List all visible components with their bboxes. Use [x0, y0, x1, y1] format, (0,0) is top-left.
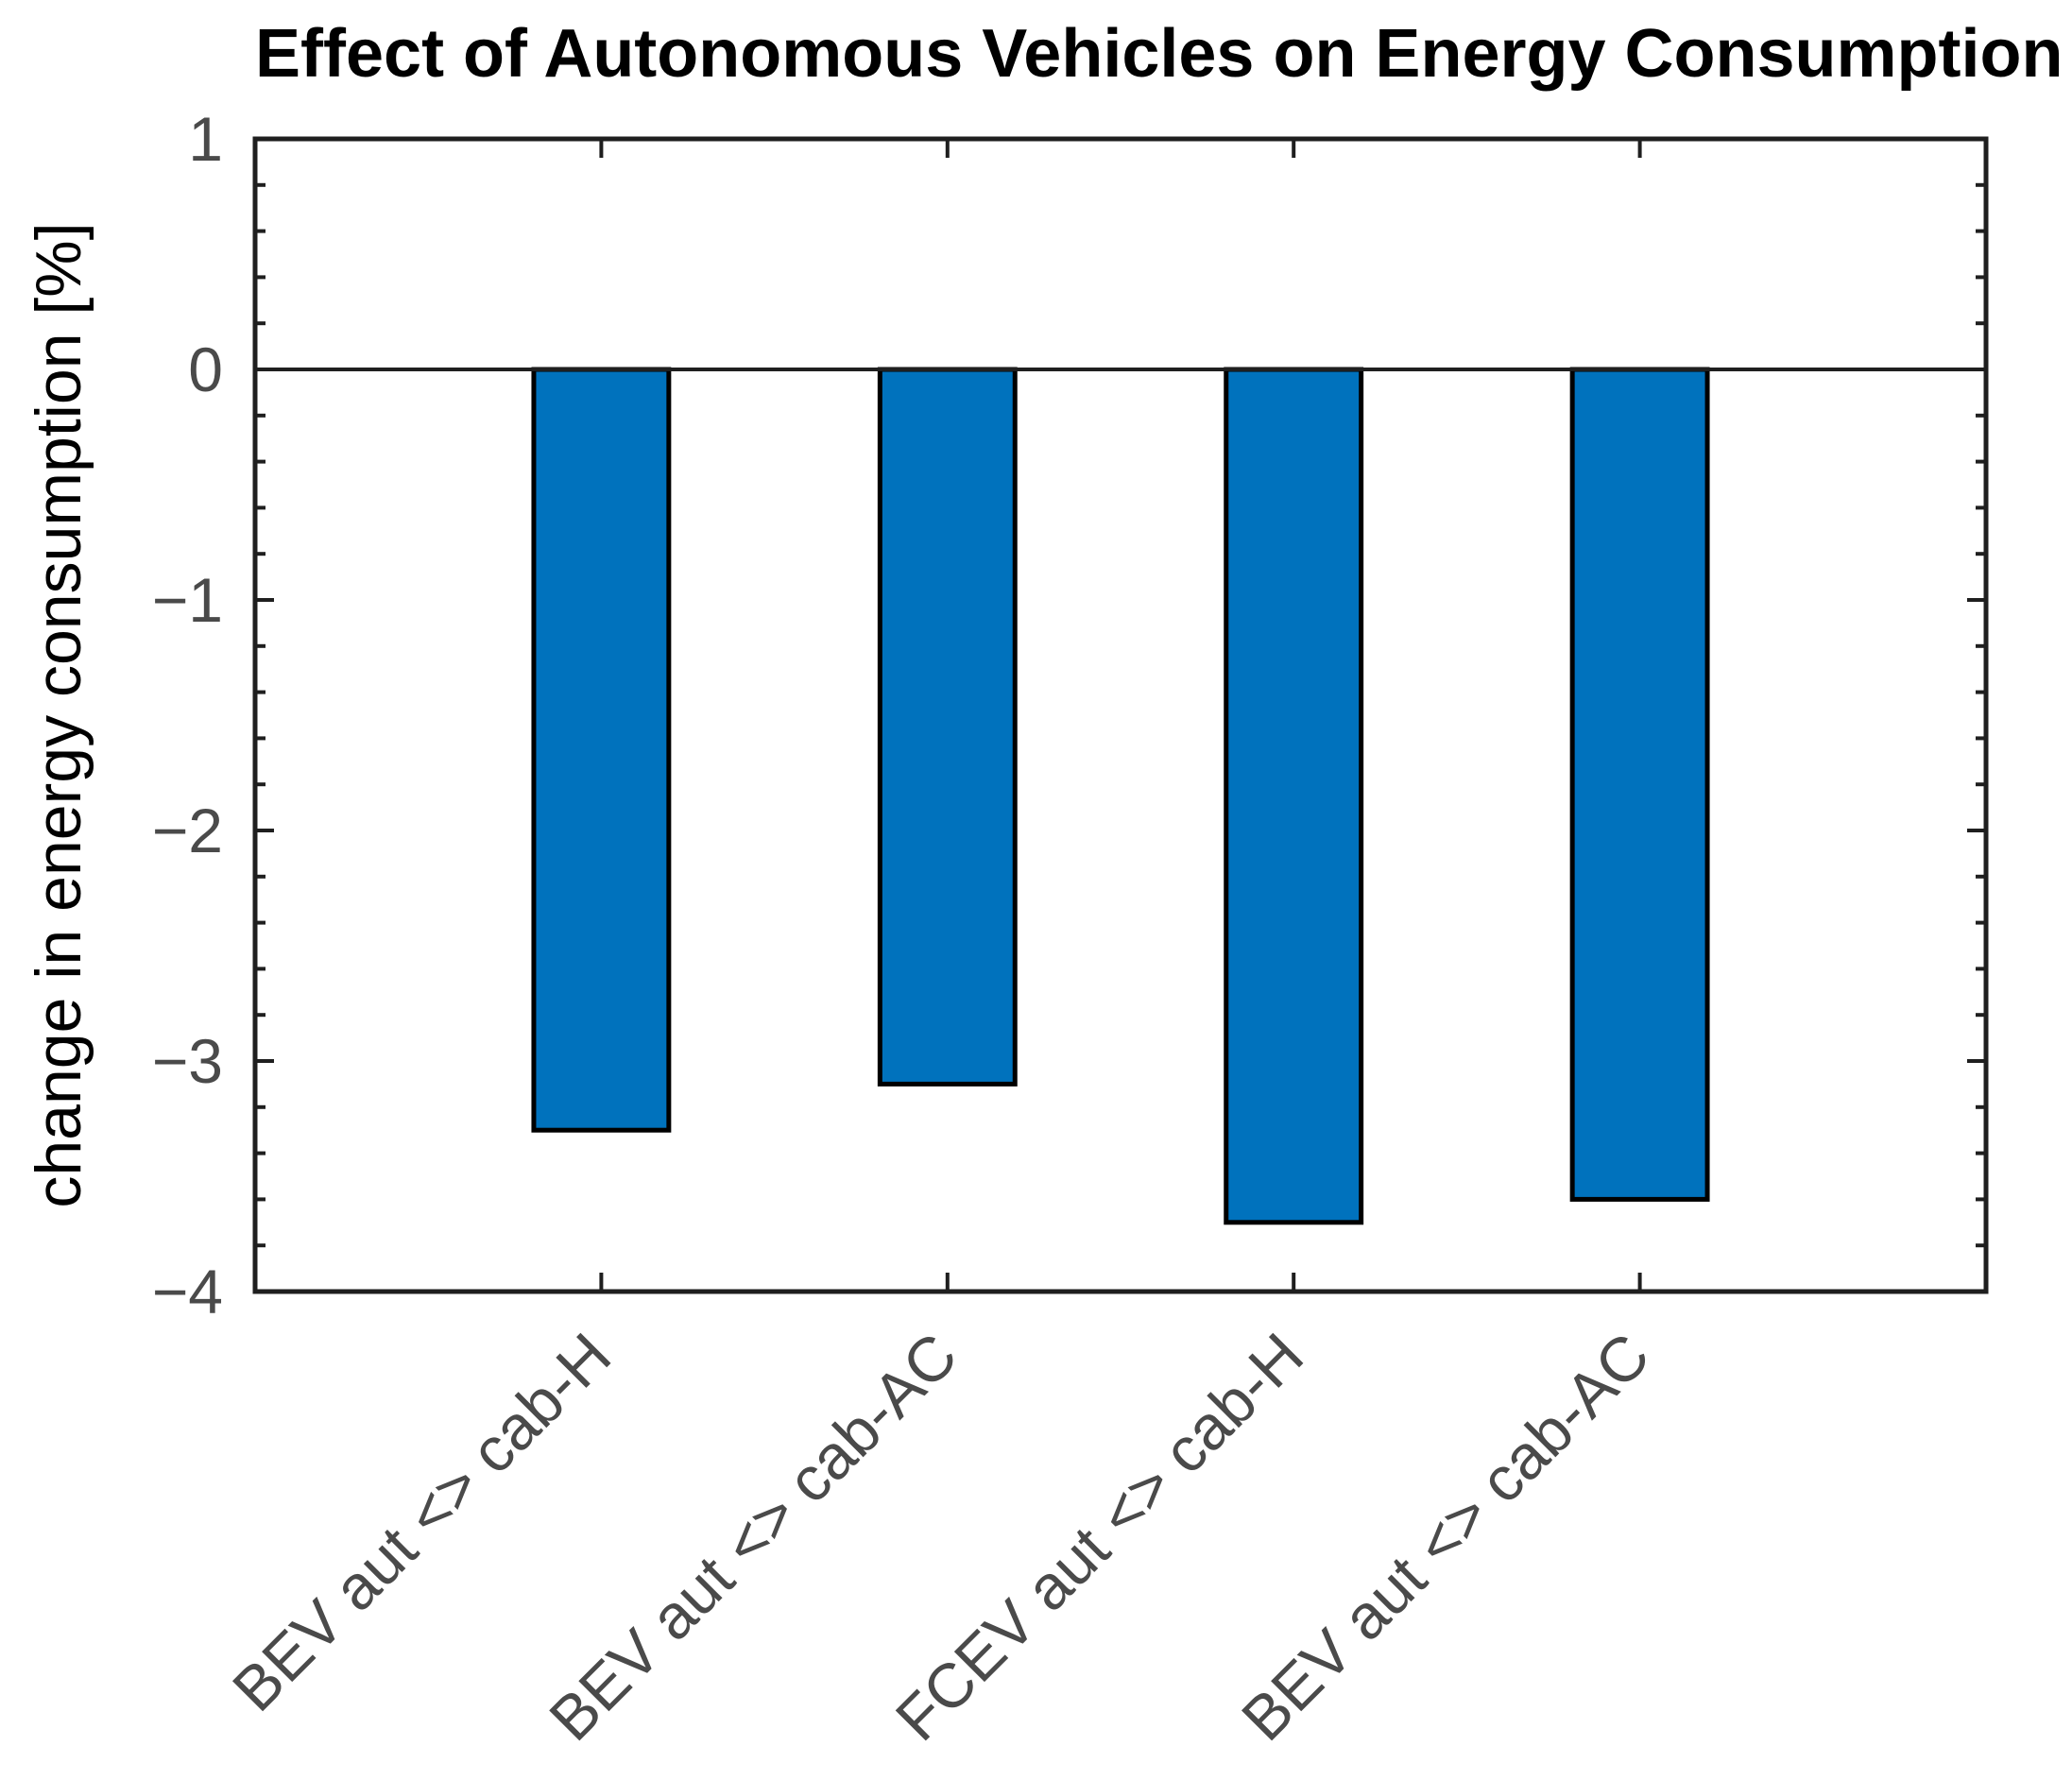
y-tick-label: 1: [188, 104, 223, 174]
bar-1: [531, 367, 672, 1133]
y-tick-label: 0: [188, 334, 223, 404]
y-tick-label: −1: [152, 565, 223, 635]
y-tick-label: −4: [152, 1257, 223, 1326]
bar-3: [1224, 367, 1364, 1225]
plot-frame: [252, 136, 1989, 1294]
chart-title: Effect of Autonomous Vehicles on Energy …: [255, 16, 2063, 92]
bar-4: [1569, 367, 1710, 1202]
y-tick-label: −3: [152, 1026, 223, 1096]
y-tick-label: −2: [152, 796, 223, 865]
bar-2: [877, 367, 1018, 1087]
x-category-label: BEV aut <> cab-H: [219, 1320, 624, 1724]
